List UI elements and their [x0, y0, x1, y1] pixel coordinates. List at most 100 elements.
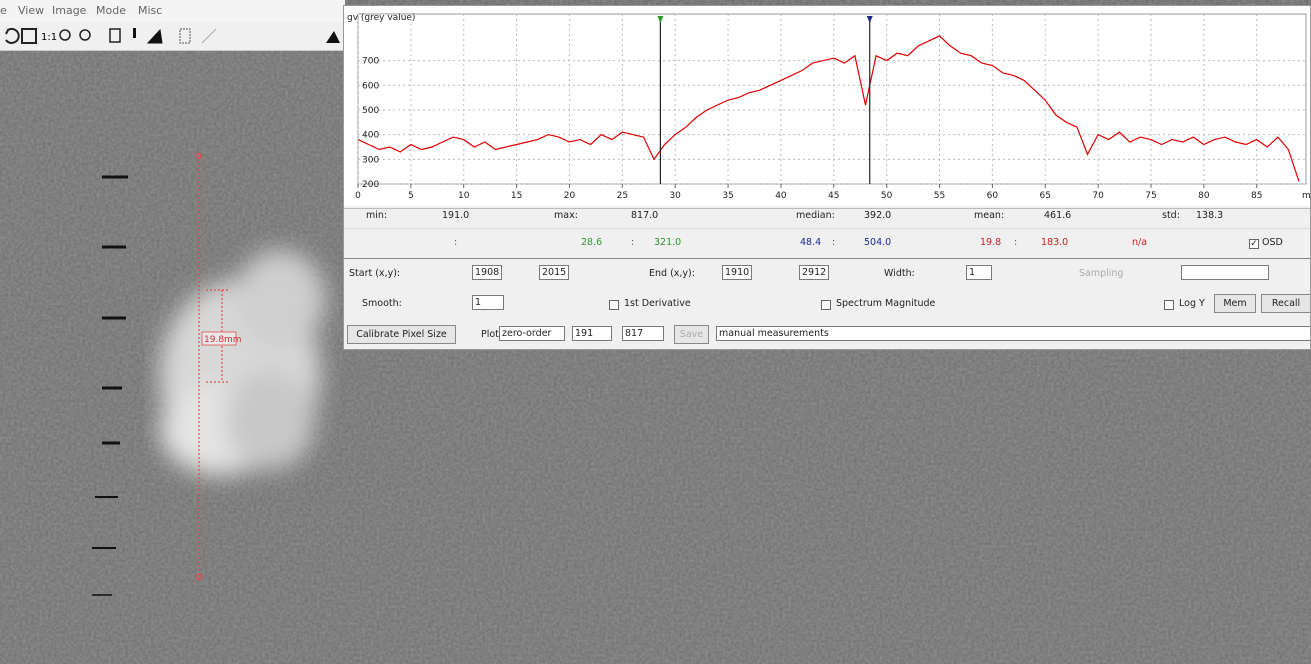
zoom-out-icon[interactable]	[80, 30, 90, 40]
menu-item[interactable]: e	[0, 4, 7, 17]
separator	[344, 228, 1311, 229]
stat-label: mean:	[974, 210, 1004, 221]
x-tick-label: 55	[934, 191, 945, 201]
sampling-dropdown[interactable]	[1181, 265, 1269, 280]
width-input[interactable]: 1	[966, 265, 992, 280]
smooth-label: Smooth:	[362, 298, 402, 309]
smooth-input[interactable]: 1	[472, 295, 504, 310]
stat-label: max:	[554, 210, 578, 221]
x-tick-label: 70	[1092, 191, 1104, 201]
stat-value: 138.3	[1196, 210, 1223, 221]
cursor-b-y: 504.0	[864, 237, 891, 248]
y-tick-label: 600	[362, 81, 379, 91]
x-tick-label: 30	[669, 191, 681, 201]
cursor-sep: :	[1014, 237, 1017, 248]
recall-button[interactable]: Recall	[1261, 294, 1311, 313]
y-tick-label: 300	[362, 155, 379, 165]
fit-icon[interactable]	[22, 29, 36, 43]
end-y-input[interactable]: 2912	[799, 265, 829, 280]
x-tick-label: 25	[617, 191, 628, 201]
stat-value: 191.0	[442, 210, 469, 221]
cursor-dy: 183.0	[1041, 237, 1068, 248]
alert-icon[interactable]	[133, 28, 136, 38]
undo-icon[interactable]	[6, 29, 19, 43]
x-tick-label: 5	[408, 191, 414, 201]
logy-label: Log Y	[1179, 298, 1205, 309]
x-tick-label: 85	[1251, 191, 1262, 201]
menu-item[interactable]: Image	[52, 4, 86, 17]
stat-label: median:	[796, 210, 835, 221]
histogram-icon[interactable]	[148, 30, 162, 43]
measure-label: 19.8mm	[204, 335, 242, 345]
x-tick-label: 20	[564, 191, 576, 201]
toolbar: 1:1	[0, 22, 345, 51]
y-tick-label: 700	[362, 57, 379, 67]
cursor-dx: 19.8	[980, 237, 1001, 248]
mem-button[interactable]: Mem	[1214, 294, 1256, 313]
x-tick-label: 0	[355, 191, 361, 201]
spectrum-label: Spectrum Magnitude	[836, 298, 935, 309]
zoom-1-1[interactable]: 1:1	[41, 32, 57, 43]
x-tick-label: 15	[511, 191, 522, 201]
menu-item[interactable]: Mode	[96, 4, 126, 17]
stat-label: std:	[1162, 210, 1180, 221]
cursor-sep: :	[454, 237, 457, 248]
stat-value: 461.6	[1044, 210, 1071, 221]
x-unit-label: mm	[1302, 191, 1311, 201]
zoom-in-icon[interactable]	[60, 30, 70, 40]
osd-label: OSD	[1262, 237, 1283, 248]
y-tick-label: 200	[362, 180, 379, 190]
x-tick-label: 35	[722, 191, 733, 201]
cursor-sep: :	[631, 237, 634, 248]
end-x-input[interactable]: 1910	[722, 265, 752, 280]
x-tick-label: 75	[1145, 191, 1156, 201]
plot-min-input[interactable]: 191	[572, 326, 612, 341]
stat-value: 392.0	[864, 210, 891, 221]
invert-icon[interactable]	[110, 29, 120, 42]
start-label: Start (x,y):	[349, 268, 400, 279]
y-tick-label: 400	[362, 131, 379, 141]
width-label: Width:	[884, 268, 915, 279]
x-tick-label: 40	[775, 191, 787, 201]
save-button[interactable]: Save	[674, 325, 709, 344]
x-tick-label: 60	[987, 191, 999, 201]
menu-bar: e View Image Mode Misc	[0, 0, 345, 22]
plot-background	[344, 6, 1311, 206]
x-tick-label: 65	[1040, 191, 1051, 201]
cursor-slope: n/a	[1132, 237, 1147, 248]
derivative-checkbox[interactable]	[609, 300, 619, 310]
osd-checkbox[interactable]: ✓	[1249, 239, 1259, 249]
cursor-sep: :	[832, 237, 835, 248]
separator	[344, 208, 1311, 209]
cursor-a-x: 28.6	[581, 237, 602, 248]
logy-checkbox[interactable]	[1164, 300, 1174, 310]
end-label: End (x,y):	[649, 268, 695, 279]
cursor-b-x: 48.4	[800, 237, 821, 248]
y-tick-label: 500	[362, 106, 379, 116]
derivative-label: 1st Derivative	[624, 298, 691, 309]
x-tick-label: 45	[828, 191, 839, 201]
toolbar-icons: 1:1	[0, 22, 345, 50]
x-tick-label: 50	[881, 191, 893, 201]
measurements-select[interactable]: manual measurements	[716, 326, 1311, 341]
plot-max-input[interactable]: 817	[622, 326, 664, 341]
profile-icon[interactable]	[326, 31, 340, 43]
x-tick-label: 10	[458, 191, 470, 201]
stat-value: 817.0	[631, 210, 658, 221]
x-tick-label: 80	[1198, 191, 1210, 201]
spectrum-checkbox[interactable]	[821, 300, 831, 310]
stat-label: min:	[366, 210, 387, 221]
plot-mode-select[interactable]: zero-order	[499, 326, 565, 341]
calibrate-button[interactable]: Calibrate Pixel Size	[347, 325, 456, 344]
line-icon[interactable]	[202, 29, 216, 43]
menu-item[interactable]: View	[18, 4, 44, 17]
grid-icon[interactable]	[180, 29, 190, 43]
sampling-label: Sampling	[1079, 268, 1123, 279]
start-y-input[interactable]: 2015	[539, 265, 569, 280]
menu-item[interactable]: Misc	[138, 4, 162, 17]
start-x-input[interactable]: 1908	[472, 265, 502, 280]
cursor-a-y: 321.0	[654, 237, 681, 248]
screen: 19.8mm e View Image Mode Misc 1:1 gv (gr…	[0, 0, 1311, 664]
